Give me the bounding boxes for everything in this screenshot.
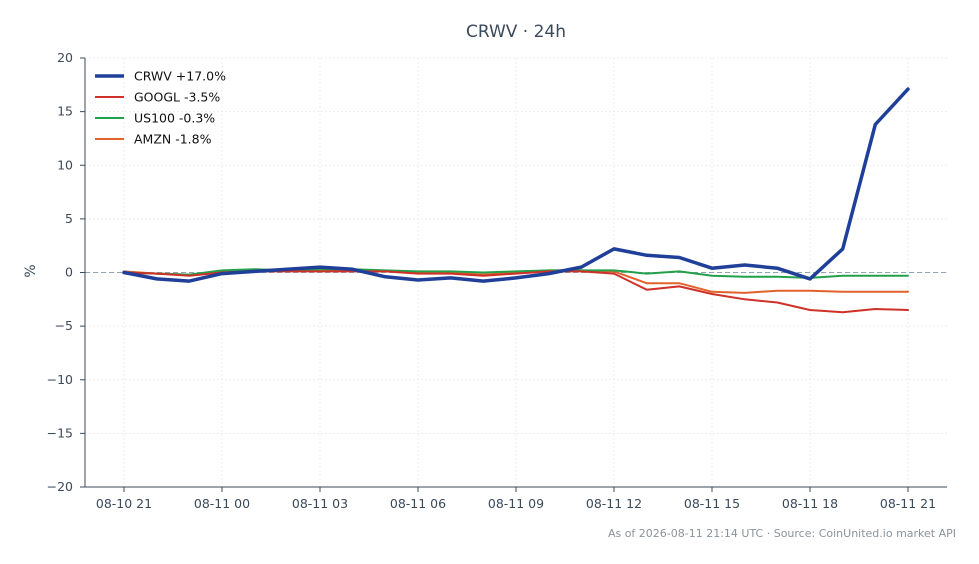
y-tick-label: 20 xyxy=(57,50,73,65)
x-tick-label: 08-11 09 xyxy=(488,496,544,511)
legend-label: AMZN -1.8% xyxy=(134,132,212,147)
x-tick-label: 08-11 15 xyxy=(684,496,740,511)
series-line-3 xyxy=(123,268,909,279)
y-axis-label: % xyxy=(23,264,39,277)
grid-lines xyxy=(85,57,947,488)
y-tick-label: 5 xyxy=(65,211,73,226)
x-axis-ticks: 08-10 21 08-11 00 08-11 03 08-11 06 08-11 09… xyxy=(96,487,936,511)
y-tick-label: −20 xyxy=(47,479,73,494)
legend-label: CRWV +17.0% xyxy=(134,69,226,84)
y-tick-label: 10 xyxy=(57,157,73,172)
x-tick-label: 08-11 12 xyxy=(586,496,642,511)
x-tick-label: 08-10 21 xyxy=(96,496,152,511)
legend-label: US100 -0.3% xyxy=(134,111,215,126)
y-tick-label: −10 xyxy=(47,372,73,387)
y-axis-ticks: 20 15 10 5 0 −5 −10 −15 −20 xyxy=(47,50,85,494)
source-footnote: As of 2026-08-11 21:14 UTC · Source: Coi… xyxy=(608,527,956,540)
x-tick-label: 08-11 00 xyxy=(194,496,250,511)
series-line-1 xyxy=(122,87,910,283)
y-tick-label: 0 xyxy=(65,265,73,280)
legend: CRWV +17.0% GOOGL -3.5% US100 -0.3% AMZN -1… xyxy=(95,69,226,147)
series-lines xyxy=(122,87,910,314)
chart-title: CRWV · 24h xyxy=(466,22,566,42)
x-tick-label: 08-11 06 xyxy=(390,496,446,511)
y-tick-label: −5 xyxy=(55,318,73,333)
x-tick-label: 08-11 03 xyxy=(292,496,348,511)
x-tick-label: 08-11 21 xyxy=(880,496,936,511)
y-tick-label: 15 xyxy=(57,104,73,119)
legend-label: GOOGL -3.5% xyxy=(134,90,220,105)
x-tick-label: 08-11 18 xyxy=(782,496,838,511)
y-tick-label: −15 xyxy=(47,425,73,440)
